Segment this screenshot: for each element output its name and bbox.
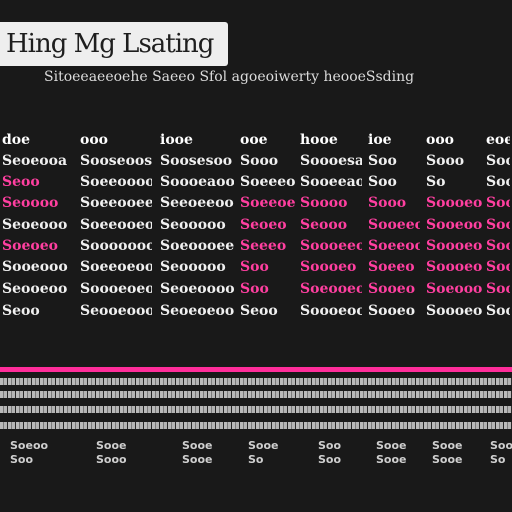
table-header-cell: iooe xyxy=(160,132,193,148)
table-cell: Seoeooo xyxy=(2,217,68,233)
table-cell: Sooseoos xyxy=(80,153,152,169)
table-cell: Soeoooeeo xyxy=(160,238,234,254)
text-stripe-4 xyxy=(0,422,512,429)
footer-cell: Sooe xyxy=(182,440,213,452)
table-cell: Soooooooo xyxy=(80,238,152,254)
table-cell: Seoeoeoo xyxy=(160,303,234,319)
table-cell: Sooo xyxy=(486,153,510,169)
text-stripe-2 xyxy=(0,391,512,398)
table-header-cell: ioe xyxy=(368,132,392,148)
table-cell: Seoeooa xyxy=(2,153,68,169)
table-cell: Sooo xyxy=(486,303,510,319)
table-cell: Soeeooeeo xyxy=(80,195,152,211)
table-cell: Seoo xyxy=(240,303,278,319)
table-cell: Soooeaooeo xyxy=(160,174,234,190)
table-header-cell: eoe xyxy=(486,132,510,148)
table-cell: Soooo xyxy=(300,195,348,211)
table-cell: Sooo xyxy=(426,153,465,169)
footer-cell: Soo xyxy=(318,454,342,466)
table-cell: Sooeoo xyxy=(426,217,482,233)
table-cell: Soooeo xyxy=(426,195,482,211)
table-cell: Sooeooo xyxy=(2,259,68,275)
table-cell: Sooeeo xyxy=(368,217,420,233)
footer-cell: Sooe xyxy=(96,440,127,452)
title-box: Hing Mg Lsating xyxy=(0,22,228,66)
table-cell: Soo xyxy=(240,281,269,297)
table-cell: Seooeoo xyxy=(2,281,68,297)
footer-cell: So xyxy=(248,454,264,466)
table-cell: Seoo xyxy=(2,303,40,319)
footer-cell: Sooe xyxy=(432,440,463,452)
table-cell: Seoeoooo xyxy=(160,281,234,297)
footer-cell: Soo xyxy=(318,440,342,452)
table-cell: Sooo xyxy=(486,281,510,297)
text-stripe-3 xyxy=(0,406,512,413)
footer-cell: Sooe xyxy=(432,454,463,466)
table-cell: Seeoeeoo xyxy=(160,195,234,211)
footer-cell: Sooe xyxy=(376,440,407,452)
pink-divider xyxy=(0,367,512,372)
table-cell: Sooeo xyxy=(368,281,416,297)
table-cell: Seooooo xyxy=(160,259,226,275)
table-cell: Soooeooo xyxy=(300,303,362,319)
table-cell: Soeoeo xyxy=(2,238,58,254)
table-header-cell: doe xyxy=(2,132,31,148)
footer-cell: Soo xyxy=(10,454,34,466)
footer-cell: Sooe xyxy=(182,454,213,466)
table-cell: Soooeo xyxy=(426,259,482,275)
table-cell: Sooeo xyxy=(368,303,416,319)
table-cell: Sooo xyxy=(486,174,510,190)
table-cell: Sooo xyxy=(368,195,407,211)
footer-cell: Soeoo xyxy=(10,440,49,452)
footer-cell: So xyxy=(490,454,506,466)
page-title: Hing Mg Lsating xyxy=(6,29,214,59)
table-cell: Seooooo xyxy=(160,217,226,233)
table-header-cell: ooo xyxy=(80,132,109,148)
table-cell: So xyxy=(426,174,446,190)
table-cell: Soeeeo xyxy=(240,174,296,190)
table-cell: Soooeo xyxy=(426,238,482,254)
table-cell: Seeeo xyxy=(240,238,287,254)
table-cell: Soooeeo xyxy=(300,238,362,254)
table-cell: Soeeooooo xyxy=(80,174,152,190)
footer-cell: Sooo xyxy=(96,454,127,466)
table-cell: Soosesoo xyxy=(160,153,233,169)
table-cell: Soo xyxy=(240,259,269,275)
table-cell: Sooo xyxy=(486,238,510,254)
table-cell: Seooeooo xyxy=(80,303,152,319)
table-cell: Sooo xyxy=(486,195,510,211)
footer-cell: Soo xyxy=(490,440,512,452)
table-cell: Soeeoeooo xyxy=(80,259,152,275)
table-cell: Seoooo xyxy=(2,195,59,211)
table-cell: Soeeoo xyxy=(368,238,420,254)
table-cell: Soooeo xyxy=(426,303,482,319)
table-cell: Soooeo xyxy=(300,259,357,275)
table-header-cell: ooe xyxy=(240,132,268,148)
table-cell: Soooeoeoo xyxy=(80,281,152,297)
subtitle: Sitoeeaeeoehe Saeeo Sfol agoeoiwerty heo… xyxy=(44,69,415,85)
table-cell: Seoo xyxy=(2,174,40,190)
table-cell: Soeooeo xyxy=(300,281,362,297)
table-cell: Soeeo xyxy=(368,259,415,275)
table-cell: Soeeoe xyxy=(240,195,296,211)
footer-cell: Sooe xyxy=(248,440,279,452)
table-cell: Soeeooeooo xyxy=(80,217,152,233)
text-stripe-1 xyxy=(0,378,512,385)
table-cell: Sooeeao xyxy=(300,174,362,190)
table-cell: Seoeo xyxy=(240,217,287,233)
table-cell: Soo xyxy=(368,153,397,169)
table-cell: Soo xyxy=(368,174,397,190)
table-cell: Seooo xyxy=(300,217,348,233)
table-header-cell: hooe xyxy=(300,132,338,148)
table-cell: Soooesa xyxy=(300,153,362,169)
table-cell: Soeooo xyxy=(426,281,482,297)
table-header-cell: ooo xyxy=(426,132,455,148)
table-cell: Sooo xyxy=(240,153,279,169)
footer-cell: Sooe xyxy=(376,454,407,466)
table-cell: Sooo xyxy=(486,259,510,275)
table-cell: Sooo xyxy=(486,217,510,233)
